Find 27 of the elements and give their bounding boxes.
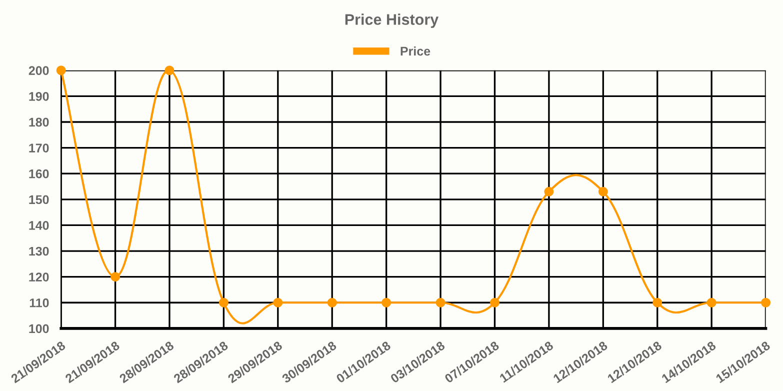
y-tick-label: 140 xyxy=(29,221,49,230)
y-tick-label: 180 xyxy=(29,118,49,127)
point xyxy=(56,66,66,76)
point xyxy=(110,272,120,282)
y-tick-label: 110 xyxy=(30,298,49,308)
point xyxy=(218,298,228,308)
point xyxy=(436,298,446,308)
point xyxy=(544,186,554,196)
y-tick-label: 200 xyxy=(28,66,49,76)
point xyxy=(327,298,337,308)
point xyxy=(598,186,608,196)
point xyxy=(164,66,174,76)
point xyxy=(761,298,771,308)
y-tick-label: 160 xyxy=(29,169,49,178)
point xyxy=(652,298,662,308)
point xyxy=(382,298,392,308)
y-tick-label: 120 xyxy=(29,272,49,282)
y-tick-label: 170 xyxy=(29,144,49,152)
y-tick-label: 190 xyxy=(29,92,49,101)
y-tick-label: 130 xyxy=(29,246,49,256)
legend-label: Price xyxy=(400,46,430,56)
point xyxy=(706,298,716,308)
point xyxy=(273,298,283,308)
y-tick-label: 100 xyxy=(29,324,49,334)
point xyxy=(490,298,500,308)
y-tick-label: 150 xyxy=(29,195,49,204)
chart-title: Price History xyxy=(345,14,439,28)
